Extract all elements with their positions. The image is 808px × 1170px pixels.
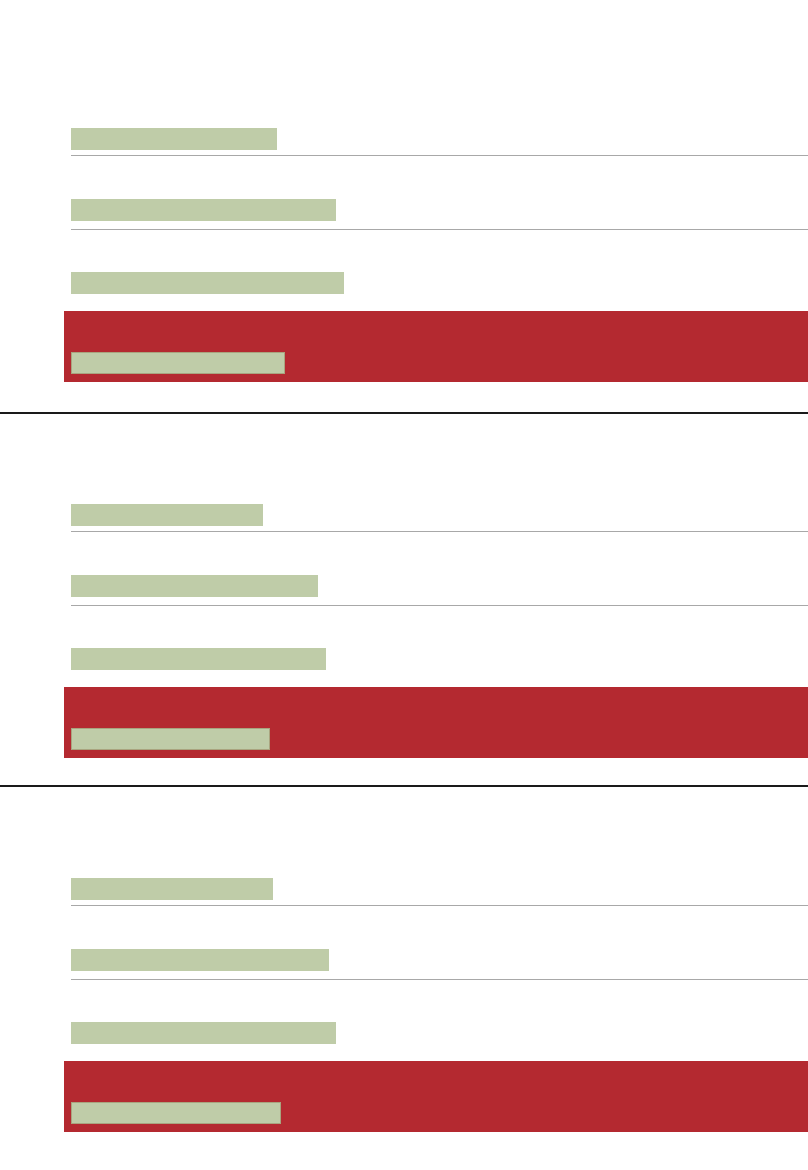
row-separator [71, 531, 808, 532]
placeholder-bar [71, 504, 263, 526]
placeholder-bar [71, 272, 344, 294]
row-separator [71, 905, 808, 906]
row-separator [71, 605, 808, 606]
placeholder-bar [71, 1102, 281, 1124]
placeholder-bar [71, 1022, 336, 1044]
placeholder-bar [71, 575, 318, 597]
section-divider [0, 412, 808, 414]
row-separator [71, 155, 808, 156]
placeholder-bar [71, 728, 270, 750]
placeholder-bar [71, 199, 336, 221]
row-separator [71, 229, 808, 230]
placeholder-bar [71, 878, 273, 900]
row-separator [71, 979, 808, 980]
placeholder-bar [71, 648, 326, 670]
placeholder-bar [71, 949, 329, 971]
placeholder-bar [71, 352, 285, 374]
section-divider [0, 785, 808, 787]
placeholder-bar [71, 128, 277, 150]
